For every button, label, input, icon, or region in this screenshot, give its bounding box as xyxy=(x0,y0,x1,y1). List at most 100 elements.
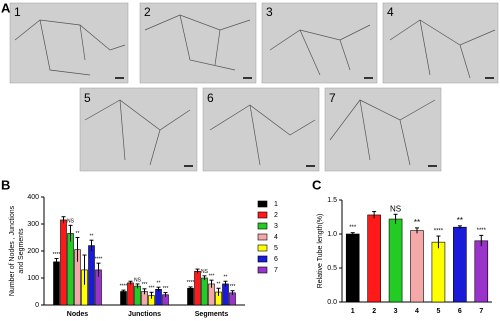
tube xyxy=(209,104,316,166)
legend-swatch xyxy=(257,233,268,241)
bar xyxy=(222,283,229,306)
bar xyxy=(388,218,403,303)
image-label: 4 xyxy=(387,5,394,19)
scale-bars xyxy=(115,77,494,167)
legend-swatch xyxy=(257,222,268,230)
significance-label: **** xyxy=(477,228,487,234)
bar xyxy=(201,277,208,306)
y-tick-label: 0.0 xyxy=(327,299,337,306)
tube xyxy=(329,99,436,166)
tube xyxy=(144,14,251,71)
significance-label: *** xyxy=(230,284,236,290)
bar xyxy=(53,261,60,306)
legend-swatch xyxy=(257,266,268,274)
legend-label: 3 xyxy=(274,223,278,230)
legend-swatch xyxy=(257,255,268,263)
bar xyxy=(474,240,489,303)
image-label: 6 xyxy=(207,91,214,105)
significance-label: NS xyxy=(67,219,75,225)
legend-swatch xyxy=(257,244,268,252)
y-axis-label: Relative Tube length(%) xyxy=(317,214,324,289)
legend-label: 7 xyxy=(274,267,278,274)
significance-label: NS xyxy=(390,204,401,213)
panel-label: C xyxy=(312,177,322,192)
x-tick-label: 5 xyxy=(436,308,440,315)
y-tick-label: 400 xyxy=(27,194,39,201)
x-tick-label: 1 xyxy=(351,308,355,315)
bar xyxy=(127,282,134,306)
tube xyxy=(269,24,371,76)
bar xyxy=(187,287,194,306)
tube xyxy=(14,19,126,76)
image-label: 3 xyxy=(266,5,273,19)
legend-label: 5 xyxy=(274,245,278,252)
significance-label: NS xyxy=(134,277,142,283)
x-tick-label: 6 xyxy=(458,308,462,315)
micrograph xyxy=(139,2,257,84)
tube xyxy=(389,19,496,79)
image-label: 2 xyxy=(144,5,151,19)
significance-label: **** xyxy=(120,283,128,289)
significance-label: ** xyxy=(76,231,80,237)
micrograph xyxy=(261,2,378,84)
x-tick-label: Segments xyxy=(195,311,229,318)
bar xyxy=(410,230,424,303)
x-tick-label: 4 xyxy=(415,308,419,315)
x-tick-label: 7 xyxy=(479,308,483,315)
significance-label: ** xyxy=(157,281,161,287)
significance-label: ** xyxy=(414,218,420,227)
x-tick-label: Junctions xyxy=(128,311,161,318)
y-axis-label: and Segments xyxy=(18,228,25,274)
panel-label: B xyxy=(1,177,10,192)
micrograph xyxy=(9,2,129,84)
significance-label: *** xyxy=(349,225,357,231)
micrograph xyxy=(382,2,499,84)
tube xyxy=(84,99,191,166)
significance-label: *** xyxy=(149,286,155,292)
bar xyxy=(194,270,201,306)
bar xyxy=(88,245,95,306)
panel-label: A xyxy=(1,0,11,15)
bar xyxy=(67,233,74,306)
legend-swatch xyxy=(257,200,268,208)
y-tick-label: 0 xyxy=(35,302,39,309)
significance-label: **** xyxy=(53,252,61,258)
micrographs xyxy=(9,2,499,172)
significance-label: **** xyxy=(187,280,195,286)
micrograph xyxy=(202,87,320,172)
bar xyxy=(345,233,360,303)
legend-label: 1 xyxy=(274,201,278,208)
legend-label: 4 xyxy=(274,234,278,241)
tube-network xyxy=(14,14,496,166)
legend-swatch xyxy=(257,211,268,219)
significance-label: ** xyxy=(217,282,221,288)
y-axis-label: Number of Nodes , Junctions xyxy=(9,205,16,296)
micrograph xyxy=(324,87,442,172)
legend-label: 6 xyxy=(274,256,278,263)
significance-label: *** xyxy=(142,282,148,288)
bar xyxy=(367,214,381,303)
x-tick-label: 2 xyxy=(372,308,376,315)
micrograph xyxy=(79,87,198,172)
image-label: 5 xyxy=(84,91,91,105)
image-label: 1 xyxy=(14,5,21,19)
bar xyxy=(134,285,141,306)
y-tick-label: 100 xyxy=(27,275,39,282)
significance-label: *** xyxy=(209,273,215,279)
y-tick-label: 1.0 xyxy=(327,231,337,238)
y-tick-label: 1.5 xyxy=(327,197,337,204)
bar xyxy=(453,226,467,303)
significance-label: ** xyxy=(90,234,94,240)
significance-label: **** xyxy=(434,229,444,235)
legend-label: 2 xyxy=(274,212,278,219)
x-tick-label: Nodes xyxy=(67,311,89,318)
significance-label: ** xyxy=(457,216,463,225)
y-tick-label: 200 xyxy=(27,248,39,255)
x-tick-label: 3 xyxy=(394,308,398,315)
bar xyxy=(155,289,162,306)
y-tick-label: 300 xyxy=(27,221,39,228)
image-label: 7 xyxy=(329,91,336,105)
significance-label: NS xyxy=(201,269,209,275)
significance-label: *** xyxy=(163,286,169,292)
